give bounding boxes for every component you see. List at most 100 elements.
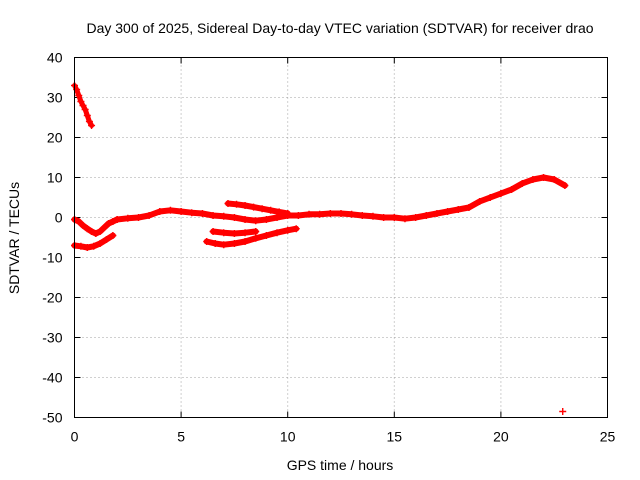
data-point [273, 229, 281, 237]
data-point [454, 206, 462, 213]
series-outlier-points [559, 408, 567, 415]
x-tick-label: 0 [71, 429, 79, 445]
data-point [401, 215, 409, 223]
data-point [145, 212, 153, 219]
data-point [230, 214, 238, 221]
data-point [220, 241, 228, 249]
data-point [79, 102, 87, 109]
y-tick-label: 20 [47, 130, 63, 146]
data-point [284, 226, 292, 234]
x-tick-label: 20 [493, 429, 509, 445]
data-point [75, 218, 83, 225]
data-point [267, 206, 275, 214]
data-point [134, 214, 142, 221]
data-point [476, 198, 484, 205]
series-drift-points [71, 82, 96, 129]
data-point [348, 210, 356, 218]
data-point [177, 208, 185, 215]
series-upper-arc-points [224, 200, 292, 217]
x-tick-label: 15 [387, 429, 403, 445]
data-point [316, 210, 324, 218]
data-point [540, 174, 548, 181]
data-point [77, 242, 85, 250]
x-tick-label: 10 [280, 429, 296, 445]
data-point [241, 238, 249, 245]
series-lower-arc-points [203, 225, 300, 249]
data-point [188, 209, 196, 217]
y-axis-ticks: -50 -40 -30 -20 -10 0 10 20 30 40 [42, 50, 608, 426]
data-point [92, 230, 100, 237]
data-point [85, 118, 93, 125]
data-point [369, 212, 377, 220]
data-point [224, 200, 232, 207]
data-point [275, 208, 283, 216]
data-point [529, 176, 537, 183]
data-point [284, 210, 292, 217]
data-point [83, 225, 91, 233]
data-point [220, 229, 228, 237]
data-point [96, 240, 104, 247]
data-point [252, 234, 260, 242]
data-point [559, 408, 567, 415]
data-point [220, 212, 228, 220]
series-lower-arc [203, 225, 300, 248]
x-axis-label: GPS time / hours [287, 457, 394, 473]
data-point [100, 224, 108, 231]
data-point [124, 214, 132, 222]
data-point [109, 232, 117, 239]
series-main-points [113, 174, 569, 225]
data-point [412, 214, 420, 221]
y-tick-label: 40 [47, 50, 63, 66]
x-tick-label: 25 [600, 429, 616, 445]
data-point [380, 214, 388, 221]
series-mid-arc-points [209, 228, 260, 237]
data-point [105, 220, 113, 227]
data-point [550, 176, 558, 183]
data-point [250, 203, 258, 211]
data-point [422, 212, 430, 219]
data-point [209, 212, 217, 219]
data-point [211, 240, 219, 247]
y-tick-label: -40 [42, 370, 62, 386]
data-point [166, 206, 174, 214]
data-point [465, 204, 473, 211]
y-tick-label: 10 [47, 170, 63, 186]
chart-title: Day 300 of 2025, Sidereal Day-to-day VTE… [86, 20, 593, 36]
data-point [203, 238, 211, 245]
data-point [518, 180, 526, 187]
data-point [230, 240, 238, 247]
data-point [88, 228, 96, 235]
data-point [241, 216, 249, 223]
data-point [83, 112, 91, 119]
x-axis-ticks: 0 5 10 15 20 25 [71, 57, 616, 445]
data-point [305, 210, 313, 218]
plot-frame [74, 57, 608, 418]
data-point [75, 92, 83, 99]
data-point [561, 182, 569, 189]
data-point [83, 244, 91, 251]
grid [74, 57, 608, 418]
data-point [230, 230, 238, 237]
data-point [233, 200, 241, 208]
y-axis-label: SDTVAR / TECUs [6, 182, 22, 294]
data-point [433, 210, 441, 217]
data-point [486, 194, 494, 201]
x-tick-label: 5 [177, 429, 185, 445]
data-point [77, 98, 85, 105]
data-point [337, 210, 345, 217]
data-point [113, 216, 121, 223]
data-point [262, 232, 270, 239]
data-series [71, 82, 569, 415]
data-point [90, 242, 98, 250]
y-tick-label: -50 [42, 410, 62, 426]
data-point [209, 228, 217, 235]
data-point [497, 190, 505, 197]
data-point [294, 212, 302, 219]
data-point [79, 222, 87, 229]
data-point [198, 210, 206, 217]
y-tick-label: 30 [47, 90, 63, 106]
data-point [156, 208, 164, 215]
data-point [390, 214, 398, 221]
data-point [241, 202, 249, 209]
